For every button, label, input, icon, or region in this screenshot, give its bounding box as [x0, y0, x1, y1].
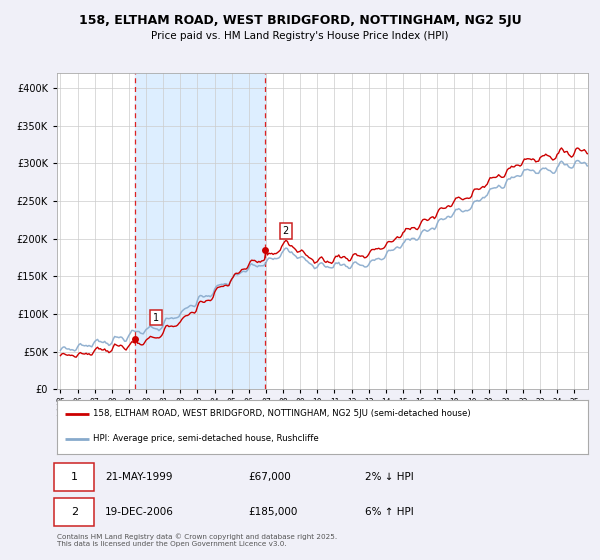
- Text: £185,000: £185,000: [248, 507, 298, 517]
- Text: Contains HM Land Registry data © Crown copyright and database right 2025.
This d: Contains HM Land Registry data © Crown c…: [57, 533, 337, 547]
- Text: Price paid vs. HM Land Registry's House Price Index (HPI): Price paid vs. HM Land Registry's House …: [151, 31, 449, 41]
- Text: 158, ELTHAM ROAD, WEST BRIDGFORD, NOTTINGHAM, NG2 5JU (semi-detached house): 158, ELTHAM ROAD, WEST BRIDGFORD, NOTTIN…: [93, 409, 471, 418]
- Text: 21-MAY-1999: 21-MAY-1999: [105, 472, 172, 482]
- Text: 1: 1: [71, 472, 78, 482]
- FancyBboxPatch shape: [55, 463, 94, 491]
- Text: HPI: Average price, semi-detached house, Rushcliffe: HPI: Average price, semi-detached house,…: [93, 434, 319, 443]
- Text: 19-DEC-2006: 19-DEC-2006: [105, 507, 173, 517]
- Bar: [136, 73, 265, 389]
- Text: 2: 2: [71, 507, 78, 517]
- Text: 6% ↑ HPI: 6% ↑ HPI: [365, 507, 414, 517]
- Text: 1: 1: [153, 312, 159, 323]
- Text: £67,000: £67,000: [248, 472, 291, 482]
- Text: 158, ELTHAM ROAD, WEST BRIDGFORD, NOTTINGHAM, NG2 5JU: 158, ELTHAM ROAD, WEST BRIDGFORD, NOTTIN…: [79, 14, 521, 27]
- Text: 2: 2: [283, 226, 289, 236]
- Text: 2% ↓ HPI: 2% ↓ HPI: [365, 472, 414, 482]
- FancyBboxPatch shape: [55, 498, 94, 526]
